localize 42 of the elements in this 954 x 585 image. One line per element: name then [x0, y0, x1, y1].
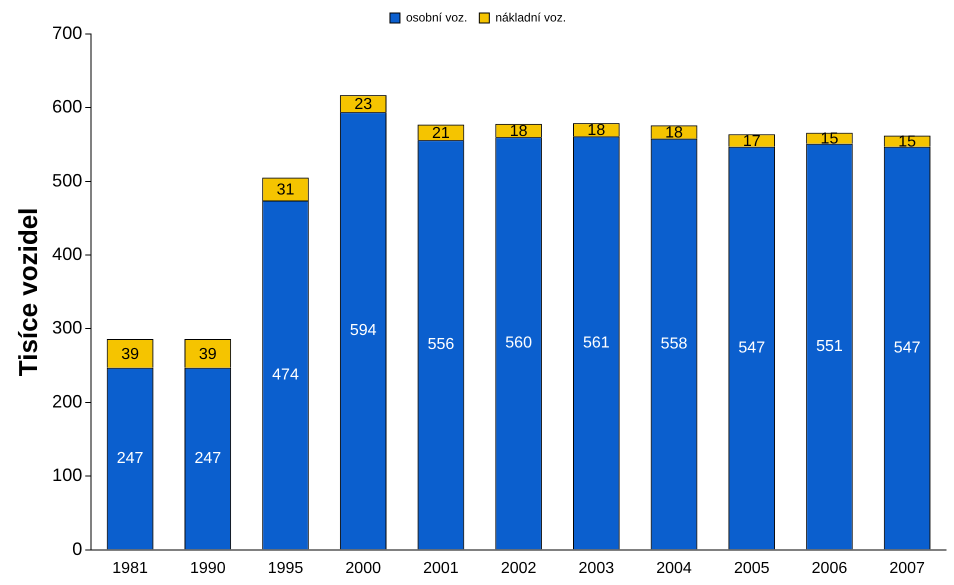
x-tick-label: 1990: [190, 560, 226, 577]
data-label: 560: [505, 334, 532, 352]
data-label: 551: [816, 338, 843, 355]
y-tick-label: 0: [72, 538, 82, 559]
data-label: 247: [194, 450, 222, 467]
x-tick-label: 2007: [889, 560, 926, 577]
y-tick-label: 500: [52, 170, 82, 190]
data-label: 17: [742, 132, 761, 150]
data-label: 594: [350, 322, 377, 340]
data-label: 474: [272, 366, 299, 384]
data-label: 18: [510, 122, 528, 140]
x-tick-label: 1995: [268, 560, 304, 577]
x-tick-label: 2000: [345, 560, 382, 577]
y-tick-label: 700: [52, 22, 82, 43]
data-label: 18: [587, 122, 606, 140]
data-label: 547: [894, 339, 921, 356]
y-tick-label: 300: [52, 318, 82, 338]
y-tick-label: 100: [52, 465, 82, 486]
x-tick-label: 2003: [578, 560, 614, 577]
data-label: 556: [428, 336, 454, 354]
y-tick-label: 600: [52, 96, 82, 117]
y-tick-label: 400: [52, 244, 82, 264]
data-label: 39: [121, 346, 140, 363]
legend-label: nákladní voz.: [495, 10, 566, 24]
data-label: 31: [276, 182, 294, 199]
data-label: 247: [116, 450, 144, 467]
x-tick-label: 2002: [500, 560, 537, 577]
data-label: 23: [354, 96, 372, 114]
data-label: 561: [582, 334, 610, 352]
y-axis-title: Tisíce vozidel: [12, 208, 43, 376]
data-label: 21: [432, 124, 450, 142]
legend-label: osobní voz.: [406, 10, 468, 24]
x-tick-label: 2005: [734, 560, 770, 577]
x-tick-label: 2001: [423, 560, 459, 577]
x-tick-label: 2006: [812, 560, 848, 577]
data-label: 547: [738, 339, 766, 356]
data-label: 39: [198, 346, 217, 363]
x-tick-label: 1981: [112, 560, 148, 577]
x-tick-label: 2004: [656, 560, 692, 577]
data-label: 558: [660, 335, 688, 352]
data-label: 18: [665, 124, 684, 142]
y-tick-label: 200: [52, 391, 82, 412]
